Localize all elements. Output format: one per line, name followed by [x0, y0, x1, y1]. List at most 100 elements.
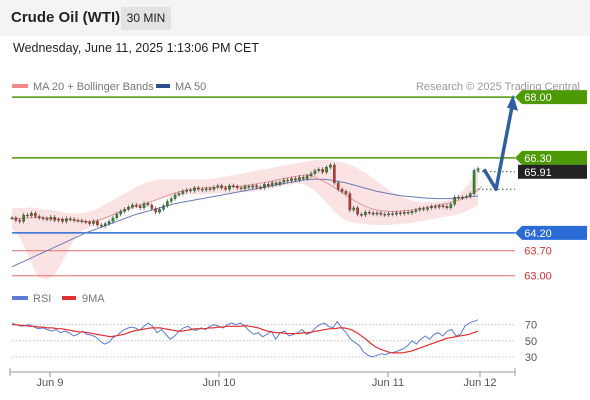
candle-body [383, 214, 387, 216]
candle-body [336, 182, 340, 190]
candle-body [375, 212, 379, 215]
rsi-line [11, 319, 479, 358]
forecast-arrow-path [482, 106, 514, 192]
level-label-63-00: 63.00 [524, 271, 552, 283]
candle-body [441, 205, 445, 207]
candle-body [402, 211, 406, 214]
candle-body [406, 211, 410, 214]
candle-body [224, 187, 227, 190]
legend-9ma-swatch [62, 296, 76, 300]
candle-body [232, 185, 235, 187]
candle-body [200, 189, 204, 191]
candle-body [371, 212, 375, 215]
x-axis-label: Jun 11 [372, 377, 404, 389]
candle-body [107, 221, 111, 224]
candle-body [356, 207, 359, 215]
candle-body [255, 185, 258, 188]
candle-body [282, 179, 286, 183]
current-price-tag [518, 164, 587, 179]
candle-body [290, 178, 293, 181]
candle-body [274, 182, 278, 185]
candle-body [278, 181, 282, 185]
level-tag-66-30 [515, 150, 587, 165]
candle-body [445, 206, 449, 209]
source-credit: Research © 2025 Trading Central [416, 81, 580, 93]
header-bar: Crude Oil (WTI) 30 MIN [0, 0, 590, 36]
candle-body [162, 205, 165, 210]
x-axis-label: Jun 10 [202, 377, 235, 389]
candle-body [344, 191, 348, 194]
candle-body [189, 189, 192, 192]
candle-body [45, 218, 49, 220]
candle-body [150, 204, 154, 209]
candle-body [352, 207, 356, 211]
candle-body [119, 211, 123, 215]
candle-body [465, 196, 468, 198]
candle-body [197, 187, 200, 190]
x-axis-label: Jun 9 [37, 377, 64, 389]
candle-body [418, 208, 422, 211]
candle-body [263, 184, 266, 189]
candle-body [53, 216, 57, 221]
candle-body [309, 173, 313, 176]
candle-body [395, 212, 398, 215]
candle-body [49, 216, 53, 220]
candle-body [212, 186, 216, 190]
candle-body [453, 196, 457, 205]
rsi-level-label-30: 30 [525, 352, 537, 364]
instrument-title: Crude Oil (WTI) [11, 9, 121, 26]
candle-body [472, 170, 476, 194]
candle-body [18, 220, 22, 222]
candle-body [65, 218, 68, 222]
legend-ma20-label: MA 20 + Bollinger Bands [33, 81, 154, 93]
candle-body [96, 221, 99, 226]
x-axis-label: Jun 12 [463, 377, 496, 389]
candle-body [348, 193, 352, 211]
candle-body [33, 213, 37, 217]
level-tag-64-20 [515, 225, 587, 240]
candle-body [325, 166, 328, 173]
candle-body [37, 216, 41, 219]
candle-body [72, 219, 76, 221]
candle-body [387, 213, 390, 216]
rsi-9ma-line [12, 324, 479, 354]
candle-body [239, 187, 243, 190]
candle-body [298, 176, 301, 181]
candle-body [251, 185, 255, 188]
candle-body [364, 211, 367, 216]
candle-body [131, 204, 134, 208]
candle-body [426, 207, 429, 210]
bollinger-band [12, 160, 478, 280]
candle-body [243, 186, 247, 189]
candle-body [100, 224, 103, 227]
timeframe-button[interactable]: 30 MIN [121, 7, 171, 30]
candle-body [185, 189, 189, 192]
candle-body [204, 188, 208, 191]
candle-body [259, 186, 262, 189]
candle-body [103, 223, 107, 226]
candle-body [437, 205, 441, 208]
candle-body [208, 188, 212, 190]
candle-body [461, 196, 464, 199]
candle-body [301, 176, 305, 179]
candle-body [433, 206, 437, 208]
candle-body [414, 209, 418, 212]
candle-body [22, 214, 25, 222]
candle-body [317, 169, 321, 171]
candle-body [410, 211, 414, 214]
candle-body [321, 169, 324, 173]
candle-body [476, 168, 480, 171]
candle-body [399, 212, 402, 215]
candle-body [68, 218, 72, 220]
candle-body [294, 178, 297, 181]
candle-body [220, 185, 224, 189]
candle-body [449, 204, 453, 209]
candle-body [30, 213, 33, 216]
candle-body [76, 220, 80, 222]
candle-body [235, 186, 239, 189]
candle-body [430, 206, 433, 209]
candle-body [123, 209, 126, 212]
candle-body [154, 208, 157, 213]
level-tag-68-00 [515, 90, 587, 105]
current-price-label: 65.91 [524, 167, 552, 179]
